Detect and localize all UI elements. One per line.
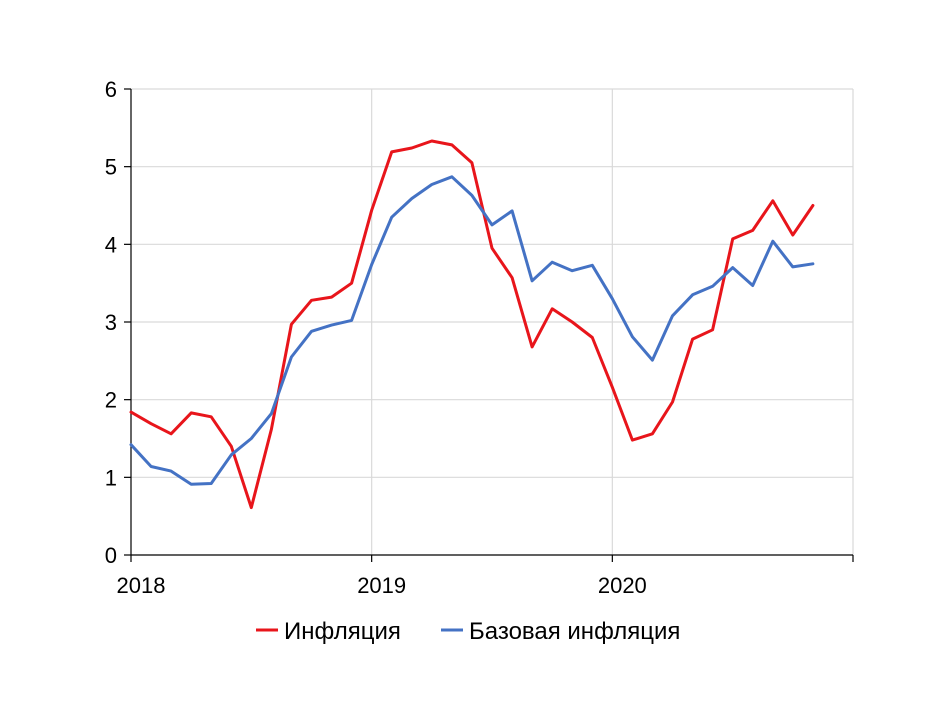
y-tick-label: 6 <box>105 77 117 102</box>
legend: Инфляция Базовая инфляция <box>256 618 680 645</box>
x-tick-label: 2019 <box>357 573 406 598</box>
axes <box>124 88 854 562</box>
y-tick-labels: 0 1 2 3 4 5 6 <box>105 77 117 568</box>
y-tick-label: 4 <box>105 232 117 257</box>
y-tick-label: 0 <box>105 543 117 568</box>
gridlines <box>131 88 854 555</box>
y-tick-label: 2 <box>105 388 117 413</box>
series-line-0 <box>129 139 815 510</box>
series-line-1 <box>129 175 815 486</box>
x-tick-label: 2018 <box>117 573 166 598</box>
legend-label-1: Базовая инфляция <box>469 618 680 645</box>
legend-label-0: Инфляция <box>284 618 401 645</box>
x-tick-labels: 2018 2019 2020 <box>117 573 647 598</box>
y-tick-label: 3 <box>105 310 117 335</box>
y-tick-label: 1 <box>105 465 117 490</box>
series-lines <box>129 139 815 510</box>
y-tick-label: 5 <box>105 155 117 180</box>
x-tick-label: 2020 <box>598 573 647 598</box>
